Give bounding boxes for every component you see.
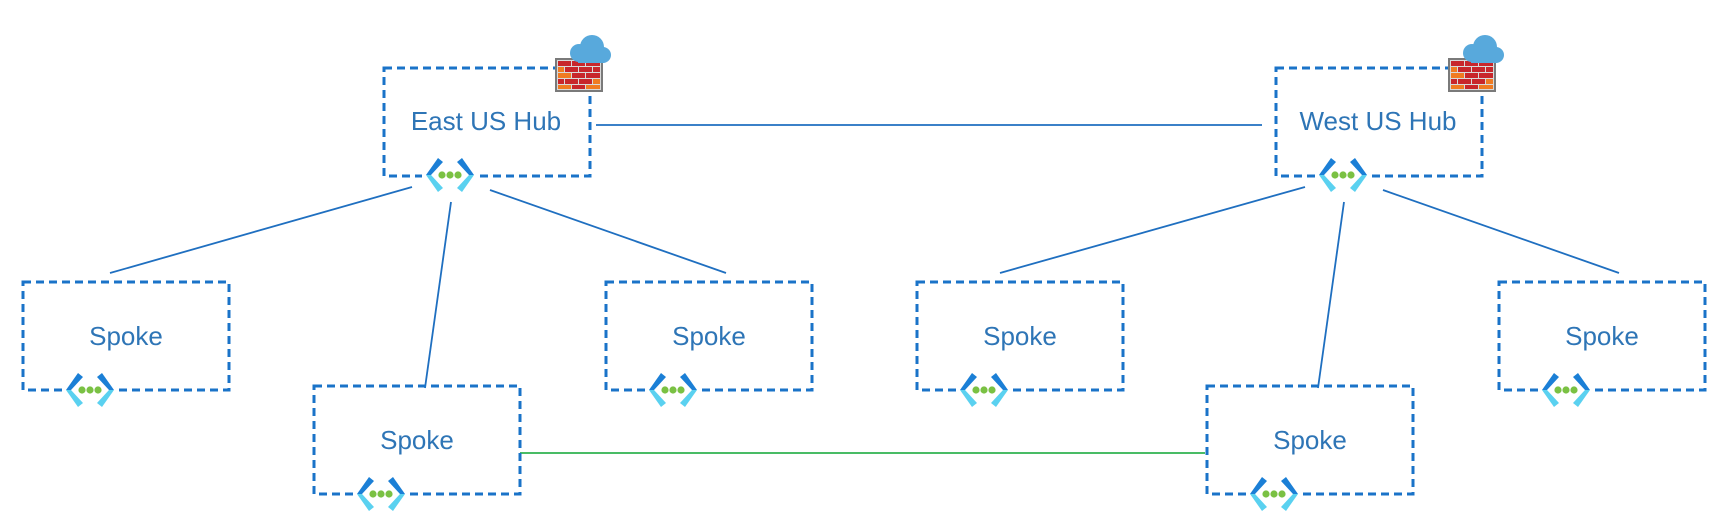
west-hub-to-right-spoke-line xyxy=(1382,189,1620,274)
vnet-icon xyxy=(956,373,1012,407)
spoke-label: Spoke xyxy=(1273,425,1347,455)
cloud-icon xyxy=(1463,35,1504,63)
spoke-box xyxy=(1205,384,1415,496)
east-hub-to-left-spoke-line xyxy=(109,186,413,274)
spoke-box xyxy=(604,280,814,392)
east-hub-to-right-spoke-line xyxy=(489,189,727,274)
hub-label: East US Hub xyxy=(411,106,561,136)
spoke-label: Spoke xyxy=(983,321,1057,351)
spoke-east-left[interactable]: Spoke xyxy=(21,280,231,410)
vnet-icon xyxy=(1538,373,1594,407)
spoke-west-left[interactable]: Spoke xyxy=(915,280,1125,410)
spoke-box xyxy=(915,280,1125,392)
spoke-west-middle[interactable]: Spoke xyxy=(1205,384,1415,514)
east-hub-to-middle-spoke-line xyxy=(424,201,452,389)
spoke-east-right[interactable]: Spoke xyxy=(604,280,814,410)
spoke-box xyxy=(312,384,522,496)
hub-box xyxy=(1274,66,1484,178)
spoke-label: Spoke xyxy=(89,321,163,351)
spoke-label: Spoke xyxy=(1565,321,1639,351)
spoke-west-right[interactable]: Spoke xyxy=(1497,280,1707,410)
vnet-icon xyxy=(1246,477,1302,511)
vnet-icon xyxy=(1315,158,1371,192)
vnet-icon xyxy=(422,158,478,192)
cloud-icon xyxy=(570,35,611,63)
firewall-icon xyxy=(555,58,603,92)
spoke-label: Spoke xyxy=(380,425,454,455)
spoke-box xyxy=(21,280,231,392)
vnet-icon xyxy=(353,477,409,511)
spoke-east-middle[interactable]: Spoke xyxy=(312,384,522,514)
hub-box xyxy=(382,66,592,178)
hub-label: West US Hub xyxy=(1299,106,1456,136)
west-us-hub[interactable]: West US Hub xyxy=(1274,35,1504,195)
spoke-box xyxy=(1497,280,1707,392)
vnet-icon xyxy=(62,373,118,407)
west-hub-to-middle-spoke-line xyxy=(1317,201,1345,389)
west-hub-to-left-spoke-line xyxy=(999,186,1306,274)
spoke-label: Spoke xyxy=(672,321,746,351)
east-us-hub[interactable]: East US Hub xyxy=(382,35,611,195)
vnet-icon xyxy=(645,373,701,407)
firewall-icon xyxy=(1448,58,1496,92)
